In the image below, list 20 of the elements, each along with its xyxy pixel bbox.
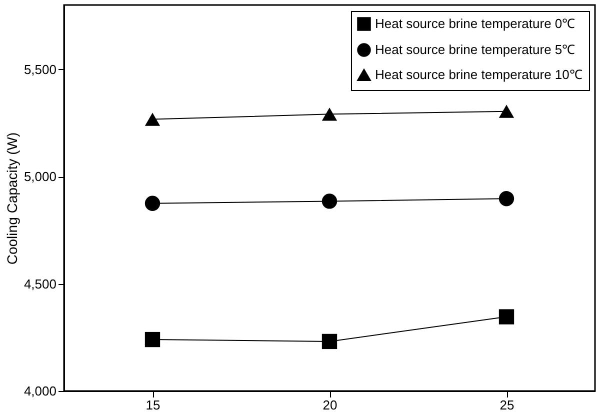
legend-label: Heat source brine temperature 10℃: [375, 67, 582, 82]
legend-label: Heat source brine temperature 5℃: [375, 42, 576, 57]
y-tick-label: 5,000: [24, 169, 56, 184]
point: [322, 334, 338, 350]
point: [144, 112, 160, 126]
y-tick-label: 4,500: [24, 276, 56, 292]
point: [144, 196, 160, 211]
y-tick-label: 4,000: [24, 384, 56, 398]
point: [498, 191, 514, 206]
y-axis-title: Cooling Capacity (W): [4, 132, 20, 265]
legend-label: Heat source brine temperature 0℃: [375, 16, 576, 31]
x-tick-label: 15: [146, 398, 160, 412]
point: [322, 194, 338, 209]
x-tick-label: 20: [322, 398, 338, 412]
point: [322, 108, 338, 121]
point: [498, 309, 514, 324]
x-tick-label: 25: [500, 398, 514, 412]
point: [498, 104, 514, 118]
y-tick-label: 5,500: [24, 62, 56, 77]
point: [144, 332, 160, 348]
